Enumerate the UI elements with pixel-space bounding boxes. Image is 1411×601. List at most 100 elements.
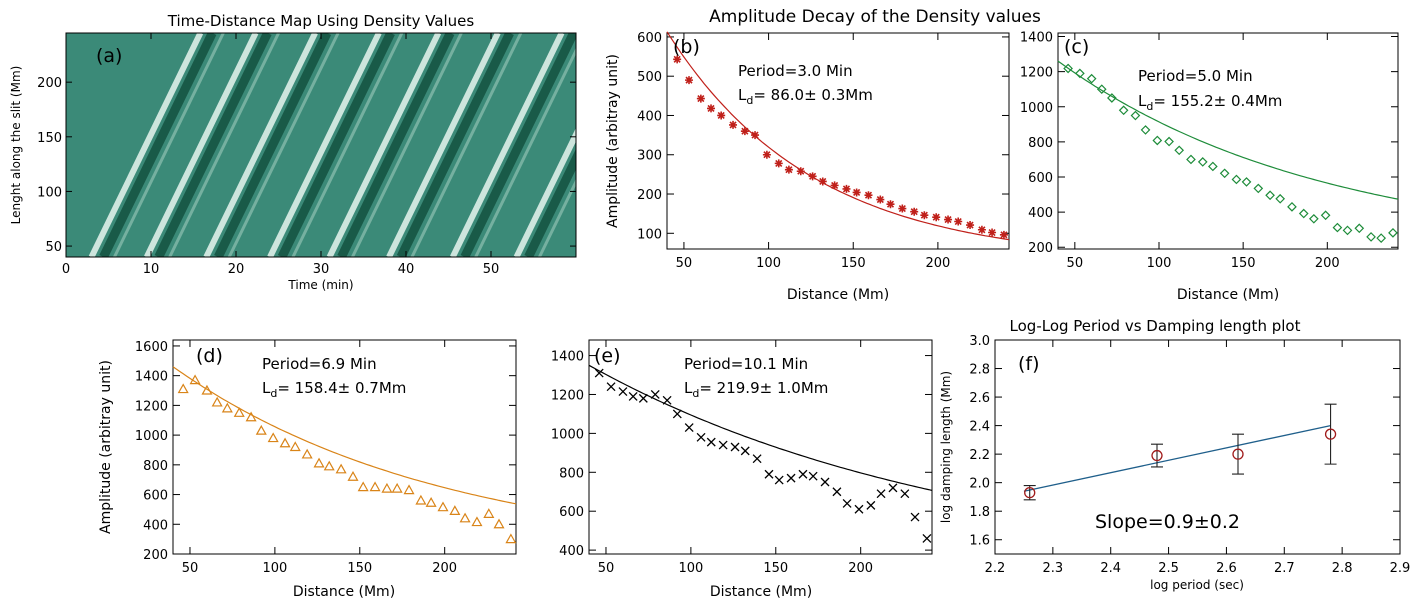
panel-d-frame [172, 339, 517, 555]
data-point-triangle [289, 441, 301, 452]
data-point-diamond [1298, 208, 1309, 219]
panel-a-xtick-label: 50 [483, 262, 500, 277]
data-point-asterisk [784, 165, 793, 174]
panel-c-ld-value: = 155.2± 0.4Mm [1153, 92, 1282, 110]
panel-b-period: Period=3.0 Min [738, 62, 853, 80]
panel-b-ld-value: = 86.0± 0.3Mm [753, 86, 872, 104]
panel-f-xtick-label: 2.4 [1100, 561, 1121, 576]
panel-e-period: Period=10.1 Min [684, 355, 808, 373]
panel-f-ytick-label: 1.6 [969, 534, 990, 549]
panel-f-xtick-label: 2.3 [1043, 561, 1064, 576]
data-point-x [786, 473, 796, 483]
data-point-diamond [1063, 63, 1073, 74]
data-point-diamond [1253, 183, 1264, 194]
heatmap-secondary-ridge [538, 178, 576, 257]
panel-d-xtick-label: 50 [182, 561, 199, 576]
panel-e-ytick-label: 1000 [551, 427, 584, 442]
data-point-diamond [1265, 190, 1275, 201]
data-point-asterisk [740, 127, 749, 136]
panel-b-ytick-label: 300 [637, 149, 662, 164]
panel-b-fit-curve [666, 31, 1010, 241]
data-point-open-circle [1324, 428, 1337, 440]
data-point-diamond [1231, 174, 1242, 185]
panel-d-ytick-label: 1600 [135, 340, 168, 355]
panel-c-ld-prefix: L [1138, 92, 1147, 110]
panel-d-letter: (d) [196, 345, 223, 367]
data-point-x [900, 489, 910, 499]
heatmap-secondary-ridge [291, 33, 404, 257]
panel-a-xtick-label: 40 [398, 262, 415, 277]
panel-a: (a) 0 10 20 30 40 50 50 100 150 200 Time (min) Le… [9, 32, 577, 292]
panel-c-ytick-label: 1000 [1020, 101, 1053, 116]
data-point-x [854, 504, 864, 514]
panel-b-xlabel: Distance (Mm) [787, 287, 889, 303]
data-point-x [832, 487, 842, 497]
heatmap-bright-ridge [386, 33, 501, 257]
panel-d-plot: 50 100 150 200 200 400 600 800 1000 1200 1400 1600 [135, 340, 517, 576]
data-point-x [718, 440, 728, 450]
panel-e-ytick-label: 1200 [551, 388, 584, 403]
panel-c-period: Period=5.0 Min [1138, 67, 1253, 85]
data-point-diamond [1140, 125, 1151, 135]
panel-f-xtick-label: 2.6 [1216, 561, 1237, 576]
data-point-triangle [357, 481, 369, 492]
data-point-diamond [1164, 136, 1174, 147]
data-point-asterisk [999, 230, 1008, 239]
panel-d-xlabel: Distance (Mm) [293, 584, 395, 600]
data-point-x [774, 475, 784, 485]
heatmap-secondary-ridge [113, 33, 225, 257]
data-point-triangle [415, 494, 427, 505]
data-point-open-circle [1024, 487, 1036, 499]
panel-b-ytick-label: 100 [637, 227, 662, 242]
panel-d-ld-prefix: L [262, 379, 271, 397]
panel-a-xtick-label: 0 [62, 262, 70, 277]
panel-f-ytick-label: 3.0 [969, 334, 990, 349]
panel-d-ytick-label: 600 [143, 489, 168, 504]
panel-e-ld: Ld= 219.9± 1.0Mm [684, 379, 828, 400]
panel-a-ylabel: Lenght along the slit (Mm) [9, 66, 23, 225]
data-point-triangle [201, 384, 213, 395]
data-point-diamond [1241, 177, 1252, 187]
panel-b-ld-prefix: L [738, 86, 747, 104]
heatmap-dark-band [396, 33, 514, 257]
panel-f-annotation: Slope=0.9±0.2 [1095, 511, 1240, 533]
panel-d-ytick-label: 200 [143, 548, 168, 563]
data-point-diamond [1086, 73, 1097, 84]
data-point-triangle [335, 463, 347, 474]
panel-f-fit-line [1023, 424, 1331, 492]
panel-b-xtick-label: 200 [925, 256, 950, 271]
panel-c-xlabel: Distance (Mm) [1177, 287, 1279, 303]
panel-e-ld-prefix: L [684, 379, 693, 397]
panel-d-ytick-label: 1200 [135, 399, 168, 414]
data-point-asterisk [796, 167, 805, 176]
data-point-x [922, 533, 932, 543]
data-point-diamond [1308, 213, 1319, 224]
data-point-triangle [279, 437, 291, 448]
data-point-diamond [1130, 110, 1141, 121]
heatmap-bright-ridge [144, 33, 259, 257]
data-point-triangle [221, 402, 233, 413]
data-point-asterisk [729, 120, 738, 129]
heatmap-dark-band [277, 33, 395, 257]
panel-e-xtick-label: 150 [763, 561, 788, 576]
data-point-triangle [211, 396, 223, 407]
data-point-triangle [245, 411, 257, 422]
panel-f-xtick-label: 2.8 [1332, 561, 1353, 576]
panel-a-ytick-label: 200 [37, 76, 62, 91]
panel-e-ytick-label: 1400 [551, 350, 584, 365]
heatmap-dark-band [99, 33, 217, 257]
panel-f-plot: 2.2 2.3 2.4 2.5 2.6 2.7 2.8 2.9 1.6 1.8 2.0 2.2 2.4 2… [969, 334, 1410, 576]
data-point-triangle [505, 533, 517, 544]
data-point-asterisk [751, 131, 760, 140]
panel-c-xtick-label: 150 [1231, 256, 1256, 271]
panel-b-xtick-label: 100 [756, 256, 781, 271]
data-point-x [662, 395, 672, 405]
data-point-asterisk [966, 221, 975, 230]
top-right-title: Amplitude Decay of the Density values [709, 7, 1041, 27]
data-point-triangle [323, 460, 335, 471]
panel-e-ytick-label: 400 [559, 544, 584, 559]
data-point-triangle [369, 481, 381, 492]
panel-b-ytick-label: 500 [637, 70, 662, 85]
data-point-asterisk [932, 213, 941, 222]
data-point-diamond [1107, 93, 1117, 103]
